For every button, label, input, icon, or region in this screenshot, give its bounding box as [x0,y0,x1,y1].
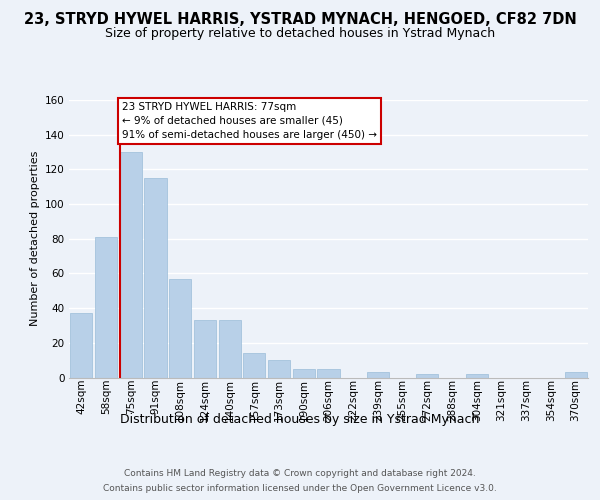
Text: Contains HM Land Registry data © Crown copyright and database right 2024.: Contains HM Land Registry data © Crown c… [124,469,476,478]
Bar [416,374,439,378]
Text: 23 STRYD HYWEL HARRIS: 77sqm
← 9% of detached houses are smaller (45)
91% of sem: 23 STRYD HYWEL HARRIS: 77sqm ← 9% of det… [122,102,377,140]
Text: Contains public sector information licensed under the Open Government Licence v3: Contains public sector information licen… [103,484,497,493]
Bar [317,369,340,378]
Bar [218,320,241,378]
Bar [268,360,290,378]
Bar [367,372,389,378]
Text: Distribution of detached houses by size in Ystrad Mynach: Distribution of detached houses by size … [121,412,479,426]
Bar [466,374,488,378]
Bar [293,369,315,378]
Bar [70,314,92,378]
Bar [145,178,167,378]
Text: Size of property relative to detached houses in Ystrad Mynach: Size of property relative to detached ho… [105,28,495,40]
Bar [243,353,265,378]
Text: 23, STRYD HYWEL HARRIS, YSTRAD MYNACH, HENGOED, CF82 7DN: 23, STRYD HYWEL HARRIS, YSTRAD MYNACH, H… [23,12,577,28]
Bar [169,278,191,378]
Bar [95,237,117,378]
Bar [119,152,142,378]
Y-axis label: Number of detached properties: Number of detached properties [29,151,40,326]
Bar [565,372,587,378]
Bar [194,320,216,378]
